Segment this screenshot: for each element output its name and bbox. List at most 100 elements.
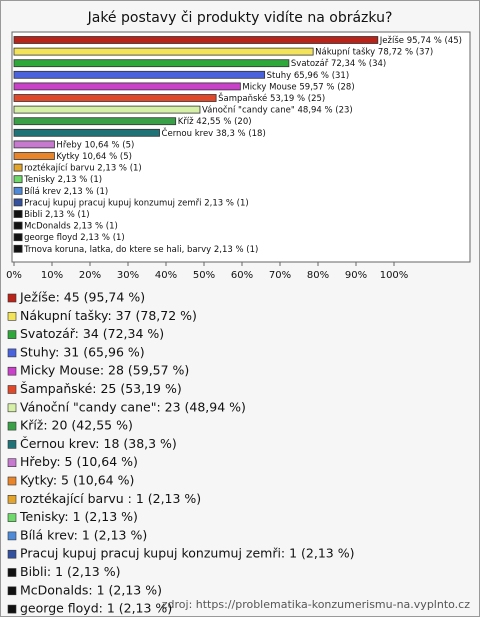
- legend-swatch: [7, 531, 17, 541]
- chart-title: Jaké postavy či produkty vidíte na obráz…: [87, 10, 393, 26]
- category-label: Stuhy: [267, 70, 292, 80]
- plot-area: [11, 31, 471, 263]
- bar-label: Tenisky 2,13 % (1): [23, 175, 102, 185]
- bar-label: Ježíše 95,74 % (45): [379, 35, 462, 46]
- value-label: 72,34 % (34): [331, 59, 386, 69]
- category-label: Tenisky: [23, 175, 55, 185]
- bar-label: Pracuj kupuj pracuj kupuj konzumuj zemři…: [24, 198, 249, 208]
- x-tick-label: 100%: [380, 270, 409, 281]
- category-label: Černou krev: [162, 126, 214, 138]
- legend-label: Hřeby: 5 (10,64 %): [20, 454, 138, 469]
- value-label: 95,74 % (45): [407, 36, 462, 46]
- legend-swatch: [7, 366, 17, 376]
- legend-label: Micky Mouse: 28 (59,57 %): [20, 363, 189, 378]
- bar-label: Šampaňské 53,19 % (25): [218, 92, 325, 104]
- bar: [13, 128, 160, 137]
- legend-label: Bibli: 1 (2,13 %): [20, 564, 120, 579]
- value-label: 2,13 % (1): [64, 186, 108, 196]
- legend-swatch: [7, 604, 17, 614]
- legend-label: Ježíše: 45 (95,74 %): [19, 290, 145, 305]
- category-label: roztékající barvu: [24, 162, 97, 173]
- value-label: 78,72 % (37): [378, 47, 433, 57]
- x-tick-label: 70%: [269, 270, 291, 281]
- category-label: Trnova koruna, latka, do ktere se hali, …: [23, 244, 211, 254]
- legend-swatch: [7, 348, 17, 358]
- category-label: Vánoční "candy cane": [202, 104, 295, 115]
- legend-swatch: [7, 403, 17, 413]
- category-label: Bílá krev: [24, 186, 61, 196]
- bar-label: Kytky 10,64 % (5): [56, 152, 132, 162]
- x-tick-label: 10%: [41, 270, 63, 281]
- value-label: 38,3 % (18): [216, 128, 266, 138]
- bar: [13, 70, 266, 79]
- x-tick-label: 40%: [155, 270, 177, 281]
- bar: [13, 244, 23, 253]
- value-label: 65,96 % (31): [294, 70, 349, 80]
- legend-swatch: [7, 549, 17, 559]
- bar: [13, 163, 23, 172]
- legend-swatch: [7, 513, 17, 522]
- value-label: 2,13 % (1): [58, 175, 102, 185]
- legend-label: McDonalds: 1 (2,13 %): [20, 582, 162, 597]
- bar: [13, 221, 23, 230]
- legend-label: Svatozář: 34 (72,34 %): [20, 326, 164, 341]
- legend-label: Černou krev: 18 (38,3 %): [20, 436, 177, 451]
- value-label: 2,13 % (1): [45, 210, 89, 220]
- category-label: McDonalds: [24, 221, 71, 231]
- bar-label: roztékající barvu 2,13 % (1): [24, 162, 142, 173]
- legend-swatch: [7, 293, 17, 303]
- legend-label: Kytky: 5 (10,64 %): [20, 473, 134, 488]
- x-tick-label: 50%: [193, 270, 215, 281]
- value-label: 2,13 % (1): [97, 163, 141, 173]
- bar-label: Stuhy 65,96 % (31): [267, 70, 350, 80]
- category-label: george floyd: [24, 233, 77, 243]
- bar-label: Bibli 2,13 % (1): [24, 210, 89, 220]
- value-label: 10,64 % (5): [82, 152, 132, 162]
- value-label: 2,13 % (1): [73, 221, 117, 231]
- legend-label: Stuhy: 31 (65,96 %): [20, 344, 145, 359]
- value-label: 2,13 % (1): [214, 244, 258, 254]
- bar: [13, 94, 217, 102]
- legend-swatch: [7, 385, 17, 394]
- bar: [13, 175, 23, 184]
- legend-swatch: [7, 311, 17, 321]
- legend-label: Šampaňské: 25 (53,19 %): [20, 381, 182, 396]
- x-tick-label: 30%: [117, 270, 139, 281]
- x-tick-label: 60%: [231, 270, 253, 281]
- source: zdroj: https://problematika-konzumerismu…: [162, 598, 470, 611]
- legend-label: Tenisky: 1 (2,13 %): [19, 509, 138, 524]
- value-label: 2,13 % (1): [204, 198, 248, 208]
- legend-label: Bílá krev: 1 (2,13 %): [20, 527, 147, 542]
- bar: [13, 82, 241, 91]
- legend-swatch: [7, 330, 17, 339]
- bar-label: Trnova koruna, latka, do ktere se hali, …: [23, 244, 258, 254]
- category-label: Kytky: [56, 152, 79, 162]
- bar: [13, 233, 23, 242]
- legend-swatch: [7, 421, 17, 431]
- bar: [13, 210, 23, 218]
- value-label: 48,94 % (23): [297, 105, 352, 115]
- value-label: 59,57 % (28): [299, 82, 354, 92]
- legend-swatch: [7, 494, 17, 504]
- bar: [13, 152, 55, 160]
- category-label: Hřeby: [56, 140, 81, 150]
- category-label: Ježíše: [379, 35, 404, 46]
- value-label: 42,55 % (20): [196, 117, 251, 127]
- legend-label: Pracuj kupuj pracuj kupuj konzumuj zemři…: [20, 546, 354, 561]
- bar: [13, 140, 55, 149]
- bar-label: Micky Mouse 59,57 % (28): [242, 82, 354, 92]
- x-tick-label: 0%: [6, 270, 22, 281]
- legend-label: Vánoční "candy cane": 23 (48,94 %): [20, 399, 246, 414]
- bar-label: Černou krev 38,3 % (18): [162, 126, 266, 138]
- legend-label: roztékající barvu : 1 (2,13 %): [20, 491, 201, 506]
- category-label: Pracuj kupuj pracuj kupuj konzumuj zemři: [24, 198, 201, 208]
- bar-label: Nákupní tašky 78,72 % (37): [315, 46, 433, 57]
- bar-label: Kříž 42,55 % (20): [178, 117, 252, 127]
- category-label: Kříž: [178, 117, 194, 127]
- bar: [13, 117, 177, 126]
- bar-label: McDonalds 2,13 % (1): [24, 221, 118, 231]
- x-tick-label: 90%: [345, 270, 367, 281]
- bar: [13, 36, 379, 44]
